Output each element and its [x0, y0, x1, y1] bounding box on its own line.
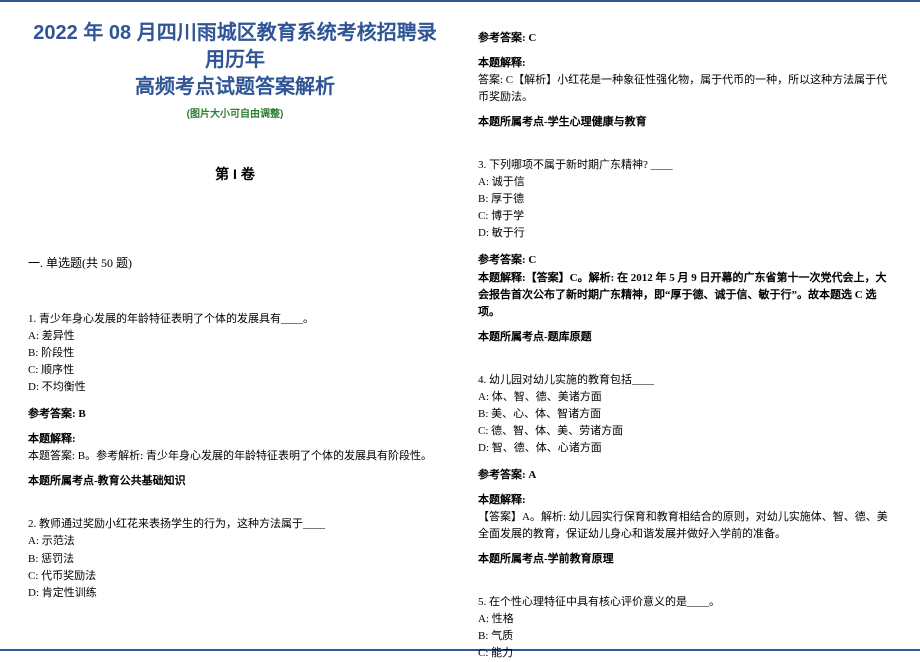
- q5-opt-c: C: 能力: [478, 645, 892, 662]
- q3-stem: 3. 下列哪项不属于新时期广东精神? ____: [478, 157, 892, 174]
- q1-explain-label: 本题解释:: [28, 431, 442, 448]
- q1-topic-text: 教育公共基础知识: [98, 475, 186, 487]
- q1-answer-value: B: [78, 408, 85, 420]
- question-3: 3. 下列哪项不属于新时期广东精神? ____ A: 诚于信 B: 厚于德 C:…: [478, 157, 892, 345]
- q1-opt-c: C: 顺序性: [28, 362, 442, 379]
- q1-opt-b: B: 阶段性: [28, 345, 442, 362]
- topic-prefix: 本题所属考点-: [478, 331, 548, 343]
- q4-opt-b: B: 美、心、体、智诸方面: [478, 406, 892, 423]
- title-line-2: 高频考点试题答案解析: [135, 76, 335, 98]
- q4-explain-text: 【答案】A。解析: 幼儿园实行保育和教育相结合的原则，对幼儿实施体、智、德、美全…: [478, 509, 892, 543]
- q4-topic-text: 学前教育原理: [548, 553, 614, 565]
- q3-topic-text: 题库原题: [548, 331, 592, 343]
- q4-opt-c: C: 德、智、体、美、劳诸方面: [478, 423, 892, 440]
- left-column: 2022 年 08 月四川雨城区教育系统考核招聘录用历年 高频考点试题答案解析 …: [28, 20, 442, 639]
- q4-answer-value: A: [528, 469, 536, 481]
- question-1: 1. 青少年身心发展的年龄特征表明了个体的发展具有____。 A: 差异性 B:…: [28, 311, 442, 490]
- q1-explain-text: 本题答案: B。参考解析: 青少年身心发展的年龄特征表明了个体的发展具有阶段性。: [28, 448, 442, 465]
- topic-prefix: 本题所属考点-: [478, 553, 548, 565]
- answer-label-text: 参考答案:: [28, 408, 76, 420]
- q2-topic-text: 学生心理健康与教育: [548, 116, 647, 128]
- exam-page: 2022 年 08 月四川雨城区教育系统考核招聘录用历年 高频考点试题答案解析 …: [0, 0, 920, 651]
- q5-opt-b: B: 气质: [478, 628, 892, 645]
- q4-stem: 4. 幼儿园对幼儿实施的教育包括____: [478, 372, 892, 389]
- two-column-layout: 2022 年 08 月四川雨城区教育系统考核招聘录用历年 高频考点试题答案解析 …: [28, 20, 892, 639]
- section-heading: 一. 单选题(共 50 题): [28, 254, 442, 271]
- answer-label-text: 参考答案:: [478, 32, 526, 44]
- q3-opt-c: C: 博于学: [478, 208, 892, 225]
- title-line-1: 2022 年 08 月四川雨城区教育系统考核招聘录用历年: [33, 22, 436, 71]
- q2-opt-a: A: 示范法: [28, 533, 442, 550]
- question-2-cont: 参考答案: C 本题解释: 答案: C【解析】小红花是一种象征性强化物，属于代币…: [478, 30, 892, 131]
- q3-explain-text: 本题解释:【答案】C。解析: 在 2012 年 5 月 9 日开幕的广东省第十一…: [478, 270, 892, 321]
- q4-explain-label: 本题解释:: [478, 492, 892, 509]
- q3-opt-a: A: 诚于信: [478, 174, 892, 191]
- q4-answer-label: 参考答案: A: [478, 467, 892, 484]
- right-column: 参考答案: C 本题解释: 答案: C【解析】小红花是一种象征性强化物，属于代币…: [478, 20, 892, 639]
- q2-opt-b: B: 惩罚法: [28, 551, 442, 568]
- doc-subtitle: (图片大小可自由调整): [28, 105, 442, 120]
- q2-topic: 本题所属考点-学生心理健康与教育: [478, 114, 892, 131]
- question-4: 4. 幼儿园对幼儿实施的教育包括____ A: 体、智、德、美诸方面 B: 美、…: [478, 372, 892, 568]
- doc-title: 2022 年 08 月四川雨城区教育系统考核招聘录用历年 高频考点试题答案解析: [28, 20, 442, 101]
- q2-answer-label: 参考答案: C: [478, 30, 892, 47]
- q2-explain-text: 答案: C【解析】小红花是一种象征性强化物，属于代币的一种，所以这种方法属于代币…: [478, 72, 892, 106]
- topic-prefix: 本题所属考点-: [28, 475, 98, 487]
- topic-prefix: 本题所属考点-: [478, 116, 548, 128]
- question-2: 2. 教师通过奖励小红花来表扬学生的行为，这种方法属于____ A: 示范法 B…: [28, 516, 442, 601]
- q1-answer-label: 参考答案: B: [28, 406, 442, 423]
- q4-opt-a: A: 体、智、德、美诸方面: [478, 389, 892, 406]
- q1-topic: 本题所属考点-教育公共基础知识: [28, 473, 442, 490]
- answer-label-text: 参考答案:: [478, 469, 526, 481]
- q3-opt-b: B: 厚于德: [478, 191, 892, 208]
- q1-stem: 1. 青少年身心发展的年龄特征表明了个体的发展具有____。: [28, 311, 442, 328]
- q3-answer-label: 参考答案: C: [478, 252, 892, 269]
- q2-opt-d: D: 肯定性训练: [28, 585, 442, 602]
- q4-opt-d: D: 智、德、体、心诸方面: [478, 440, 892, 457]
- question-5: 5. 在个性心理特征中具有核心评价意义的是____。 A: 性格 B: 气质 C…: [478, 594, 892, 662]
- q2-explain-label: 本题解释:: [478, 55, 892, 72]
- q2-stem: 2. 教师通过奖励小红花来表扬学生的行为，这种方法属于____: [28, 516, 442, 533]
- q1-opt-d: D: 不均衡性: [28, 379, 442, 396]
- q3-opt-d: D: 敏于行: [478, 225, 892, 242]
- q5-stem: 5. 在个性心理特征中具有核心评价意义的是____。: [478, 594, 892, 611]
- q4-topic: 本题所属考点-学前教育原理: [478, 551, 892, 568]
- q5-opt-a: A: 性格: [478, 611, 892, 628]
- volume-label: 第 I 卷: [28, 164, 442, 184]
- q3-topic: 本题所属考点-题库原题: [478, 329, 892, 346]
- q2-opt-c: C: 代币奖励法: [28, 568, 442, 585]
- q1-opt-a: A: 差异性: [28, 328, 442, 345]
- q3-answer-value: C: [528, 254, 536, 266]
- q2-answer-value: C: [528, 32, 536, 44]
- answer-label-text: 参考答案:: [478, 254, 526, 266]
